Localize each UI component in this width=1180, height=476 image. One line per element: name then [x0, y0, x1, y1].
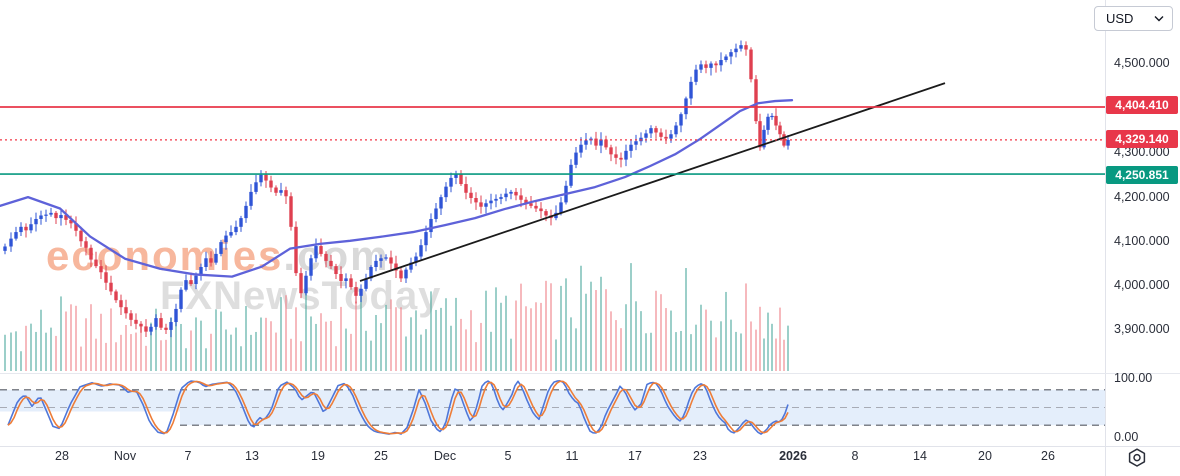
time-axis-label: 20	[978, 449, 992, 463]
time-axis-label: 17	[628, 449, 642, 463]
watermark-brand: economies.com	[46, 232, 389, 280]
price-axis-label: 4,100.000	[1114, 234, 1170, 248]
price-axis-label: 4,200.000	[1114, 190, 1170, 204]
time-axis-label: Dec	[433, 449, 457, 463]
time-axis-label: 25	[374, 449, 388, 463]
price-axis-label: 4,000.000	[1114, 278, 1170, 292]
price-badge: 4,250.851	[1106, 166, 1178, 184]
time-axis-label: 7	[184, 449, 192, 463]
pane-separator[interactable]	[0, 373, 1180, 374]
time-axis-label: 13	[245, 449, 259, 463]
time-axis-label: 5	[504, 449, 512, 463]
time-axis-label: Nov	[113, 449, 137, 463]
price-badge: 4,329.140	[1106, 130, 1178, 148]
price-badge: 4,404.410	[1106, 96, 1178, 114]
currency-selector-value: USD	[1106, 11, 1134, 26]
chevron-down-icon	[1154, 16, 1164, 22]
time-axis-label: 19	[311, 449, 325, 463]
time-axis-separator	[0, 446, 1180, 447]
time-axis-label: 11	[565, 449, 579, 463]
price-axis-label: 4,500.000	[1114, 56, 1170, 70]
time-axis-label: 28	[55, 449, 69, 463]
currency-selector[interactable]: USD	[1094, 6, 1173, 31]
time-axis-label: 14	[913, 449, 927, 463]
price-axis-label: 3,900.000	[1114, 322, 1170, 336]
price-axis-separator	[1105, 0, 1106, 476]
time-axis-label: 2026	[779, 449, 807, 463]
time-axis-label: 8	[851, 449, 859, 463]
price-axis-label: 4,300.000	[1114, 145, 1170, 159]
price-axis-label: 0.00	[1114, 430, 1139, 444]
time-axis-label: 23	[693, 449, 707, 463]
watermark-brand-main: economies	[46, 232, 284, 279]
price-axis-label: 100.00	[1114, 371, 1153, 385]
settings-gear-icon[interactable]	[1126, 447, 1148, 469]
time-axis-label: 26	[1041, 449, 1055, 463]
